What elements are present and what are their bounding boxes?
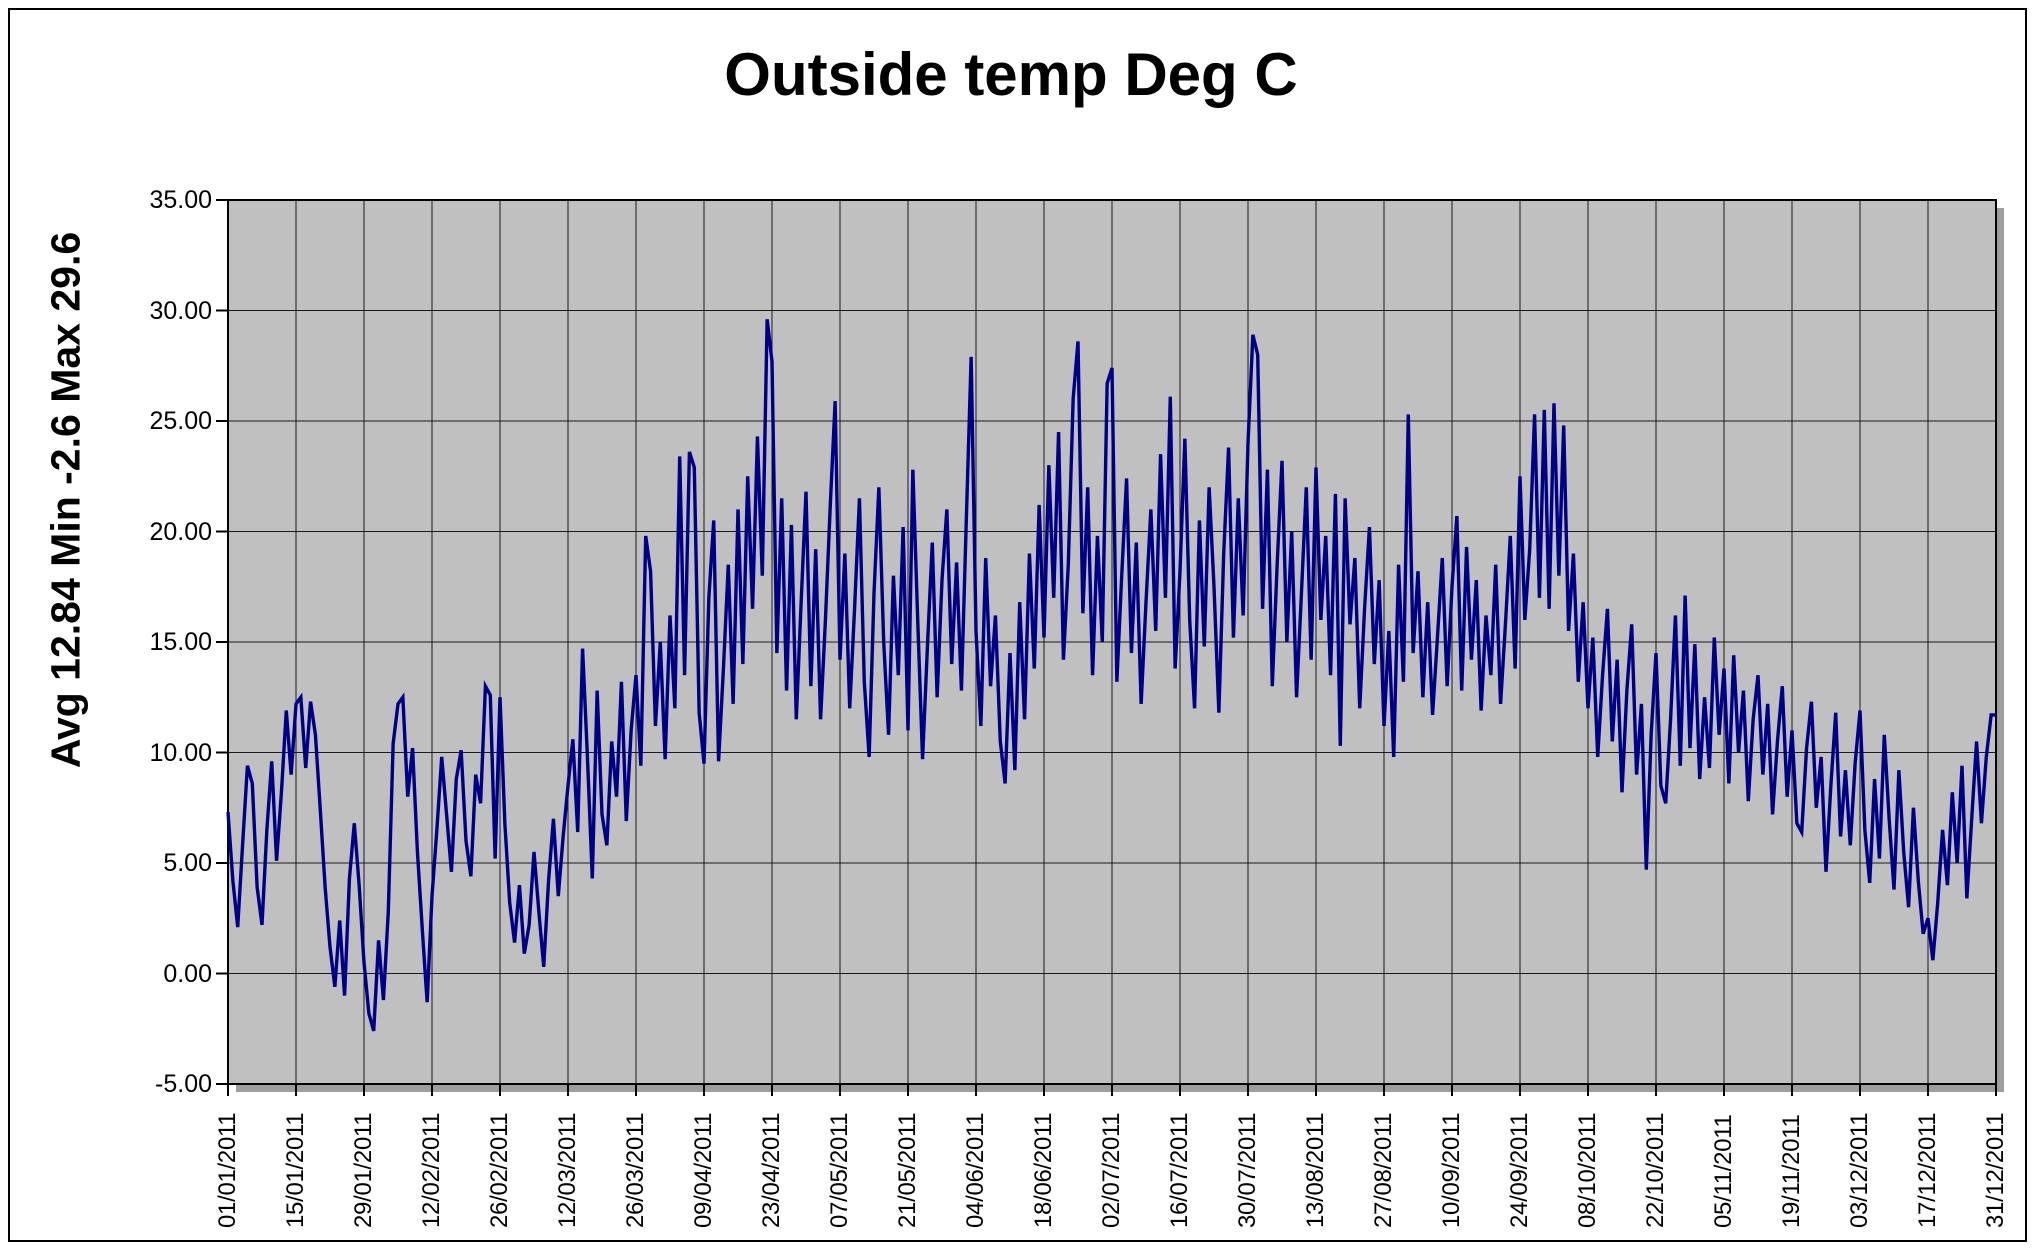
y-tick-label: 20.00 (149, 517, 212, 546)
x-tick-label: 07/05/2011 (826, 1112, 853, 1228)
x-tick-label: 18/06/2011 (1030, 1112, 1057, 1228)
y-tick-label: 15.00 (149, 628, 212, 656)
y-tick-label: 5.00 (163, 849, 212, 877)
y-tick-label: 25.00 (149, 407, 212, 435)
x-tick-label: 01/01/2011 (214, 1112, 241, 1228)
temperature-line (226, 319, 1996, 1032)
x-tick-label: 23/04/2011 (758, 1112, 785, 1228)
x-tick-label: 17/12/2011 (1914, 1112, 1941, 1228)
y-tick-label: 0.00 (163, 959, 212, 988)
x-tick-label: 04/06/2011 (962, 1112, 989, 1228)
x-tick-label: 19/11/2011 (1778, 1114, 1805, 1228)
y-tick-label: 35.00 (149, 186, 212, 214)
x-tick-label: 27/08/2011 (1370, 1112, 1397, 1228)
x-tick-label: 22/10/2011 (1642, 1112, 1669, 1228)
x-tick-label: 12/02/2011 (418, 1112, 445, 1228)
x-tick-label: 15/01/2011 (282, 1112, 309, 1228)
x-tick-label: 09/04/2011 (690, 1112, 717, 1228)
x-tick-label: 08/10/2011 (1574, 1112, 1601, 1228)
x-tick-label: 31/12/2011 (1982, 1112, 2009, 1228)
x-tick-label: 02/07/2011 (1098, 1112, 1125, 1228)
y-tick-label: -5.00 (155, 1070, 212, 1098)
x-tick-label: 26/02/2011 (486, 1112, 513, 1228)
y-tick-label: 10.00 (149, 738, 212, 767)
x-tick-label: 21/05/2011 (894, 1112, 921, 1228)
y-tick-label: 30.00 (149, 296, 212, 325)
x-tick-label: 24/09/2011 (1506, 1112, 1533, 1228)
x-tick-label: 30/07/2011 (1234, 1112, 1261, 1228)
x-tick-label: 12/03/2011 (554, 1112, 581, 1228)
chart-title: Outside temp Deg C (724, 41, 1298, 108)
x-tick-label: 13/08/2011 (1302, 1112, 1329, 1228)
x-tick-label: 10/09/2011 (1438, 1112, 1465, 1228)
x-tick-label: 16/07/2011 (1166, 1112, 1193, 1228)
x-tick-label: 05/11/2011 (1710, 1114, 1737, 1228)
x-tick-label: 03/12/2011 (1846, 1112, 1873, 1228)
x-tick-label: 26/03/2011 (622, 1112, 649, 1228)
x-tick-label: 29/01/2011 (350, 1112, 377, 1228)
